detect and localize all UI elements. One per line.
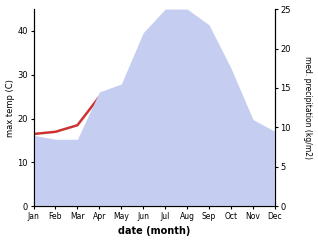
Y-axis label: med. precipitation (kg/m2): med. precipitation (kg/m2) [303, 56, 313, 159]
X-axis label: date (month): date (month) [118, 227, 190, 236]
Y-axis label: max temp (C): max temp (C) [5, 79, 15, 137]
